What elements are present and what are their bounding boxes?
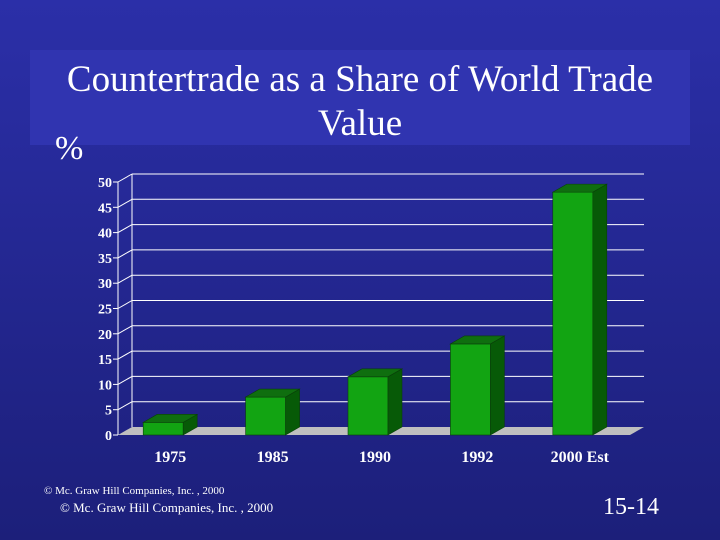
- bar-front: [142, 422, 184, 436]
- bar: [551, 183, 608, 436]
- gridline-side: [117, 375, 133, 385]
- gridline-side: [117, 274, 133, 284]
- y-tick-label: 10: [98, 378, 112, 393]
- gridline-side: [117, 325, 133, 335]
- x-category-label: 1992: [461, 449, 493, 466]
- y-unit-label: %: [55, 130, 84, 167]
- bar-front: [245, 396, 286, 436]
- y-tick-label: 45: [98, 201, 112, 216]
- slide-number: 15-14: [603, 494, 659, 520]
- bar-top: [449, 335, 506, 345]
- bar: [346, 368, 404, 436]
- y-tick-label: 25: [98, 303, 112, 318]
- slide-title: Countertrade as a Share of World Trade V…: [66, 59, 654, 144]
- bar: [449, 335, 506, 436]
- x-category-label: 2000 Est: [551, 449, 610, 466]
- bar-side: [490, 335, 505, 436]
- bar-front: [347, 376, 389, 436]
- bar: [244, 388, 301, 436]
- bar-top: [142, 414, 199, 423]
- gridline-side: [117, 198, 133, 208]
- y-tick-label: 0: [105, 429, 112, 444]
- y-tick-label: 30: [98, 277, 112, 292]
- y-tick-label: 20: [98, 328, 112, 343]
- y-tick-label: 15: [98, 353, 112, 368]
- bar-front: [552, 191, 594, 436]
- gridline-side: [117, 300, 133, 309]
- bar-top: [244, 388, 301, 398]
- gridline-side: [117, 173, 133, 183]
- copyright-note-small: © Mc. Graw Hill Companies, Inc. , 2000: [44, 485, 225, 497]
- x-category-label: 1975: [154, 449, 186, 466]
- chart-bars: [142, 183, 608, 436]
- chart-labels: 0 5 10 15 20 25 30 35 40 45 50 1975 1985 1990 1992 2000…: [98, 176, 610, 466]
- x-category-label: 1990: [359, 449, 391, 466]
- title-band: [30, 50, 690, 145]
- copyright-note: © Mc. Graw Hill Companies, Inc. , 2000: [60, 500, 274, 515]
- bar-side: [592, 183, 608, 436]
- y-tick-label: 40: [98, 227, 112, 242]
- bar-top: [551, 183, 608, 193]
- bar-side: [387, 368, 403, 436]
- bar-front: [450, 343, 491, 436]
- bar: [142, 413, 199, 436]
- gridline-side: [117, 249, 133, 259]
- y-tick-label: 50: [98, 176, 112, 191]
- gridline-side: [117, 350, 133, 360]
- gridline-side: [117, 401, 133, 411]
- bar-top: [346, 368, 404, 378]
- x-category-label: 1985: [257, 449, 289, 466]
- y-tick-label: 35: [98, 252, 112, 267]
- gridline-side: [117, 224, 133, 234]
- y-tick-label: 5: [105, 404, 112, 419]
